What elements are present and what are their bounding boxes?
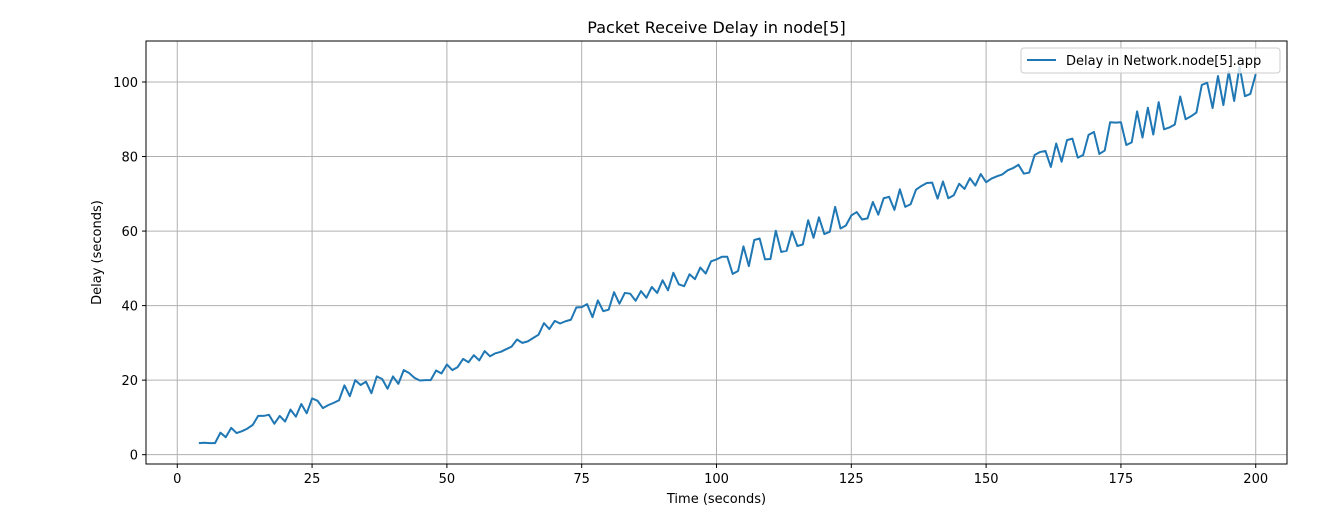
grid xyxy=(146,41,1287,464)
x-tick-label: 0 xyxy=(173,472,181,487)
x-tick-label: 175 xyxy=(1109,472,1134,487)
legend: Delay in Network.node[5].app xyxy=(1020,47,1281,74)
y-axis-label: Delay (seconds) xyxy=(90,200,105,305)
x-tick-label: 150 xyxy=(974,472,999,487)
x-tick-label: 100 xyxy=(704,472,729,487)
y-tick-label: 0 xyxy=(130,449,138,464)
chart-title: Packet Receive Delay in node[5] xyxy=(587,18,845,37)
legend-label: Delay in Network.node[5].app xyxy=(1066,54,1261,69)
y-tick-label: 20 xyxy=(121,374,138,389)
series-line xyxy=(198,65,1257,445)
axis-ticks: 0 25 50 75 100 125 150 175 200 0 20 40 60 80 100 xyxy=(113,76,1268,487)
series-layer xyxy=(198,65,1257,445)
x-tick-label: 200 xyxy=(1243,472,1268,487)
y-tick-label: 60 xyxy=(121,225,138,240)
x-axis-label: Time (seconds) xyxy=(666,492,766,507)
y-tick-label: 40 xyxy=(121,300,138,315)
y-tick-label: 80 xyxy=(121,151,138,166)
y-tick-label: 100 xyxy=(113,76,138,91)
legend-box xyxy=(1020,47,1281,74)
x-tick-label: 75 xyxy=(573,472,590,487)
x-tick-label: 125 xyxy=(839,472,864,487)
x-tick-label: 25 xyxy=(304,472,321,487)
x-tick-label: 50 xyxy=(439,472,456,487)
